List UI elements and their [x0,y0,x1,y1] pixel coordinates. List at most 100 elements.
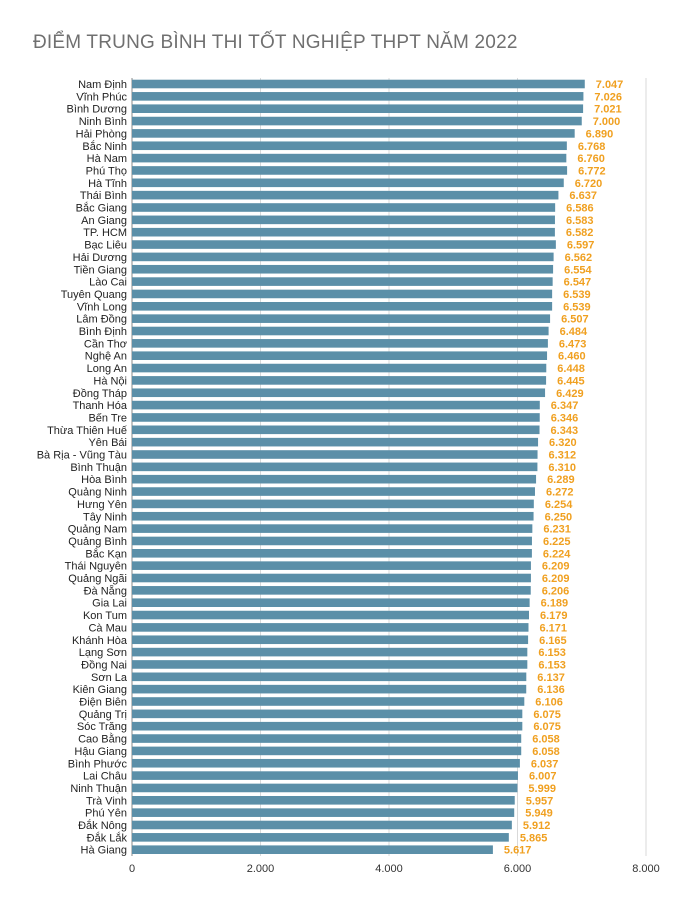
bar [132,771,518,780]
data-label: 6.586 [566,203,594,215]
bar-layer [132,79,585,854]
bar [132,240,556,249]
category-label: Lâm Đồng [76,314,127,326]
bar [132,252,554,262]
bar [132,277,553,286]
category-label: Hà Nam [87,153,127,165]
bar [132,499,534,509]
bar [132,524,533,533]
bar [132,92,584,101]
category-label: Nghệ An [85,351,127,363]
category-label: Hòa Bình [81,474,127,486]
data-label: 6.250 [545,511,573,523]
category-label: Cần Thơ [84,338,127,350]
category-label: Hà Tĩnh [88,178,127,190]
category-label: Ninh Bình [79,116,127,128]
bar [132,425,540,435]
data-label: 6.165 [539,635,567,647]
data-label: 6.582 [566,227,594,239]
x-tick-label: 2.000 [247,863,275,875]
bar [132,166,568,175]
bar [132,598,530,607]
category-label: Cao Bằng [78,733,127,746]
category-label: Tây Ninh [83,511,127,523]
bar [132,586,531,595]
bar [132,758,520,768]
category-label: Đắk Nông [78,819,127,832]
data-label: 6.037 [531,758,559,770]
data-label: 6.136 [537,684,565,696]
bar [132,487,535,496]
bar [132,573,531,583]
value-labels: 7.0477.0267.0217.0006.8906.7686.7606.772… [504,79,623,857]
bar [132,215,555,225]
data-label: 7.047 [596,79,624,91]
bar [132,437,539,447]
bar [132,116,582,126]
bar [132,709,523,719]
data-label: 7.026 [594,91,622,103]
category-label: Khánh Hòa [72,635,128,647]
data-label: 5.999 [528,783,556,795]
category-label: Sóc Trăng [77,721,127,733]
data-label: 6.179 [540,610,568,622]
bar [132,635,529,645]
data-label: 6.137 [537,672,565,684]
category-label: Cà Mau [88,622,127,634]
x-tick-label: 4.000 [375,863,403,875]
category-label: Kiên Giang [73,684,127,696]
x-axis-ticks: 0 2.000 4.000 6.000 8.000 [129,863,660,875]
bar [132,845,493,854]
bar [132,203,556,212]
data-label: 5.949 [525,808,553,820]
data-label: 6.346 [551,412,579,424]
bar [132,660,528,669]
bar [132,190,559,200]
data-label: 6.007 [529,771,557,783]
category-label: Bạc Liêu [84,240,127,252]
data-label: 6.547 [564,277,592,289]
data-label: 6.890 [586,128,614,140]
bar [132,783,518,793]
data-label: 6.507 [561,314,589,326]
bar [132,561,531,570]
data-label: 6.206 [542,585,570,597]
category-label: Thái Bình [80,190,127,202]
bar [132,376,547,385]
bar [132,302,553,311]
data-label: 6.429 [556,388,584,400]
category-label: Đồng Nai [81,659,127,671]
category-label: Hải Phòng [76,128,127,140]
bar [132,808,515,817]
data-label: 6.554 [564,264,592,276]
category-label: Yên Bái [88,437,127,449]
category-label: Lai Châu [83,771,127,783]
bar [132,141,567,151]
data-label: 5.617 [504,845,532,857]
data-label: 6.539 [563,301,591,313]
data-label: 6.720 [575,178,603,190]
bar [132,734,522,743]
category-label: Hậu Giang [74,746,127,758]
bar [132,549,532,558]
data-label: 6.075 [533,709,561,721]
bar [132,474,537,484]
data-label: 6.231 [543,524,571,536]
category-label: Bắc Ninh [82,140,127,153]
bar [132,178,564,188]
category-label: Điện Biên [79,697,127,709]
category-label: Quảng Trị [79,709,127,721]
category-label: Vĩnh Long [77,301,127,313]
category-label: Long An [87,363,127,375]
data-label: 6.484 [560,326,588,338]
category-label: Hà Giang [81,845,127,857]
category-label: Bắc Kạn [85,547,127,560]
category-label: Đồng Tháp [73,388,127,400]
data-label: 6.768 [578,141,606,153]
bar [132,388,546,398]
data-label: 6.254 [545,499,573,511]
bar [132,647,528,657]
bar [132,623,529,632]
